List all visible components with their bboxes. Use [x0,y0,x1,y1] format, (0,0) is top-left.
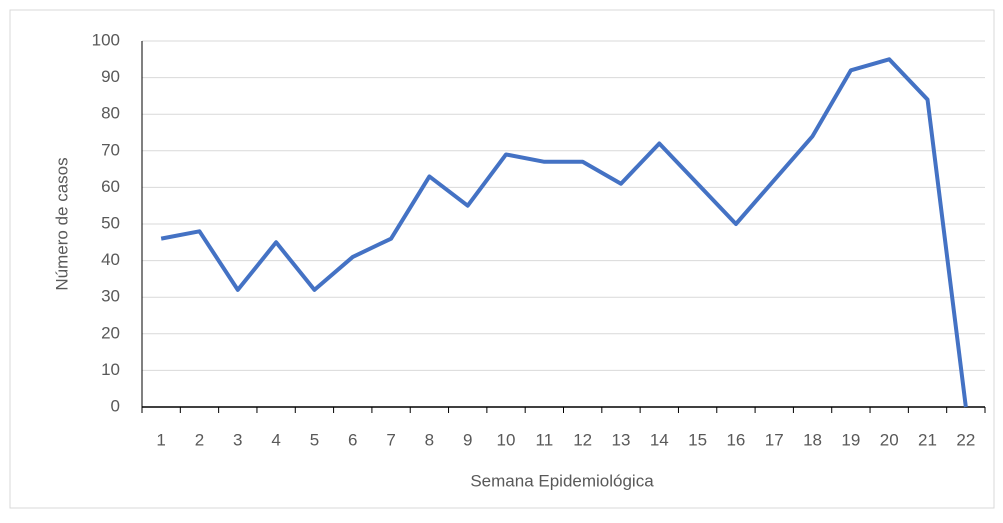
x-tick-label: 6 [348,430,357,449]
y-tick-label: 80 [101,104,120,123]
x-tick-label: 1 [156,430,165,449]
x-tick-label: 10 [497,430,516,449]
x-tick-label: 11 [536,430,554,449]
x-tick-label: 14 [650,430,669,449]
x-tick-label: 7 [386,430,395,449]
x-tick-label: 22 [956,430,975,449]
x-tick-label: 3 [233,430,242,449]
x-tick-label: 2 [195,430,204,449]
x-tick-label: 15 [688,430,707,449]
x-tick-label: 17 [765,430,784,449]
x-axis-label: Semana Epidemiológica [470,471,654,490]
y-tick-label: 30 [101,287,120,306]
x-tick-label: 12 [573,430,592,449]
x-tick-label: 4 [271,430,280,449]
y-tick-label: 50 [101,213,120,232]
x-tick-label: 18 [803,430,822,449]
x-tick-label: 20 [880,430,899,449]
y-tick-label: 70 [101,140,120,159]
y-tick-label: 40 [101,250,120,269]
y-tick-label: 10 [101,360,120,379]
x-tick-label: 19 [841,430,860,449]
y-tick-label: 0 [111,396,120,415]
chart-border [9,9,995,509]
y-tick-label: 60 [101,177,120,196]
y-axis-label: Número de casos [52,157,71,290]
x-tick-label: 13 [612,430,631,449]
x-tick-label: 8 [425,430,434,449]
x-tick-label: 5 [310,430,319,449]
x-tick-label: 16 [726,430,745,449]
y-tick-label: 90 [101,67,120,86]
y-tick-label: 20 [101,323,120,342]
line-series [160,57,968,408]
x-tick-label: 9 [463,430,472,449]
x-tick-label: 21 [918,430,937,449]
y-tick-label: 100 [92,30,120,49]
